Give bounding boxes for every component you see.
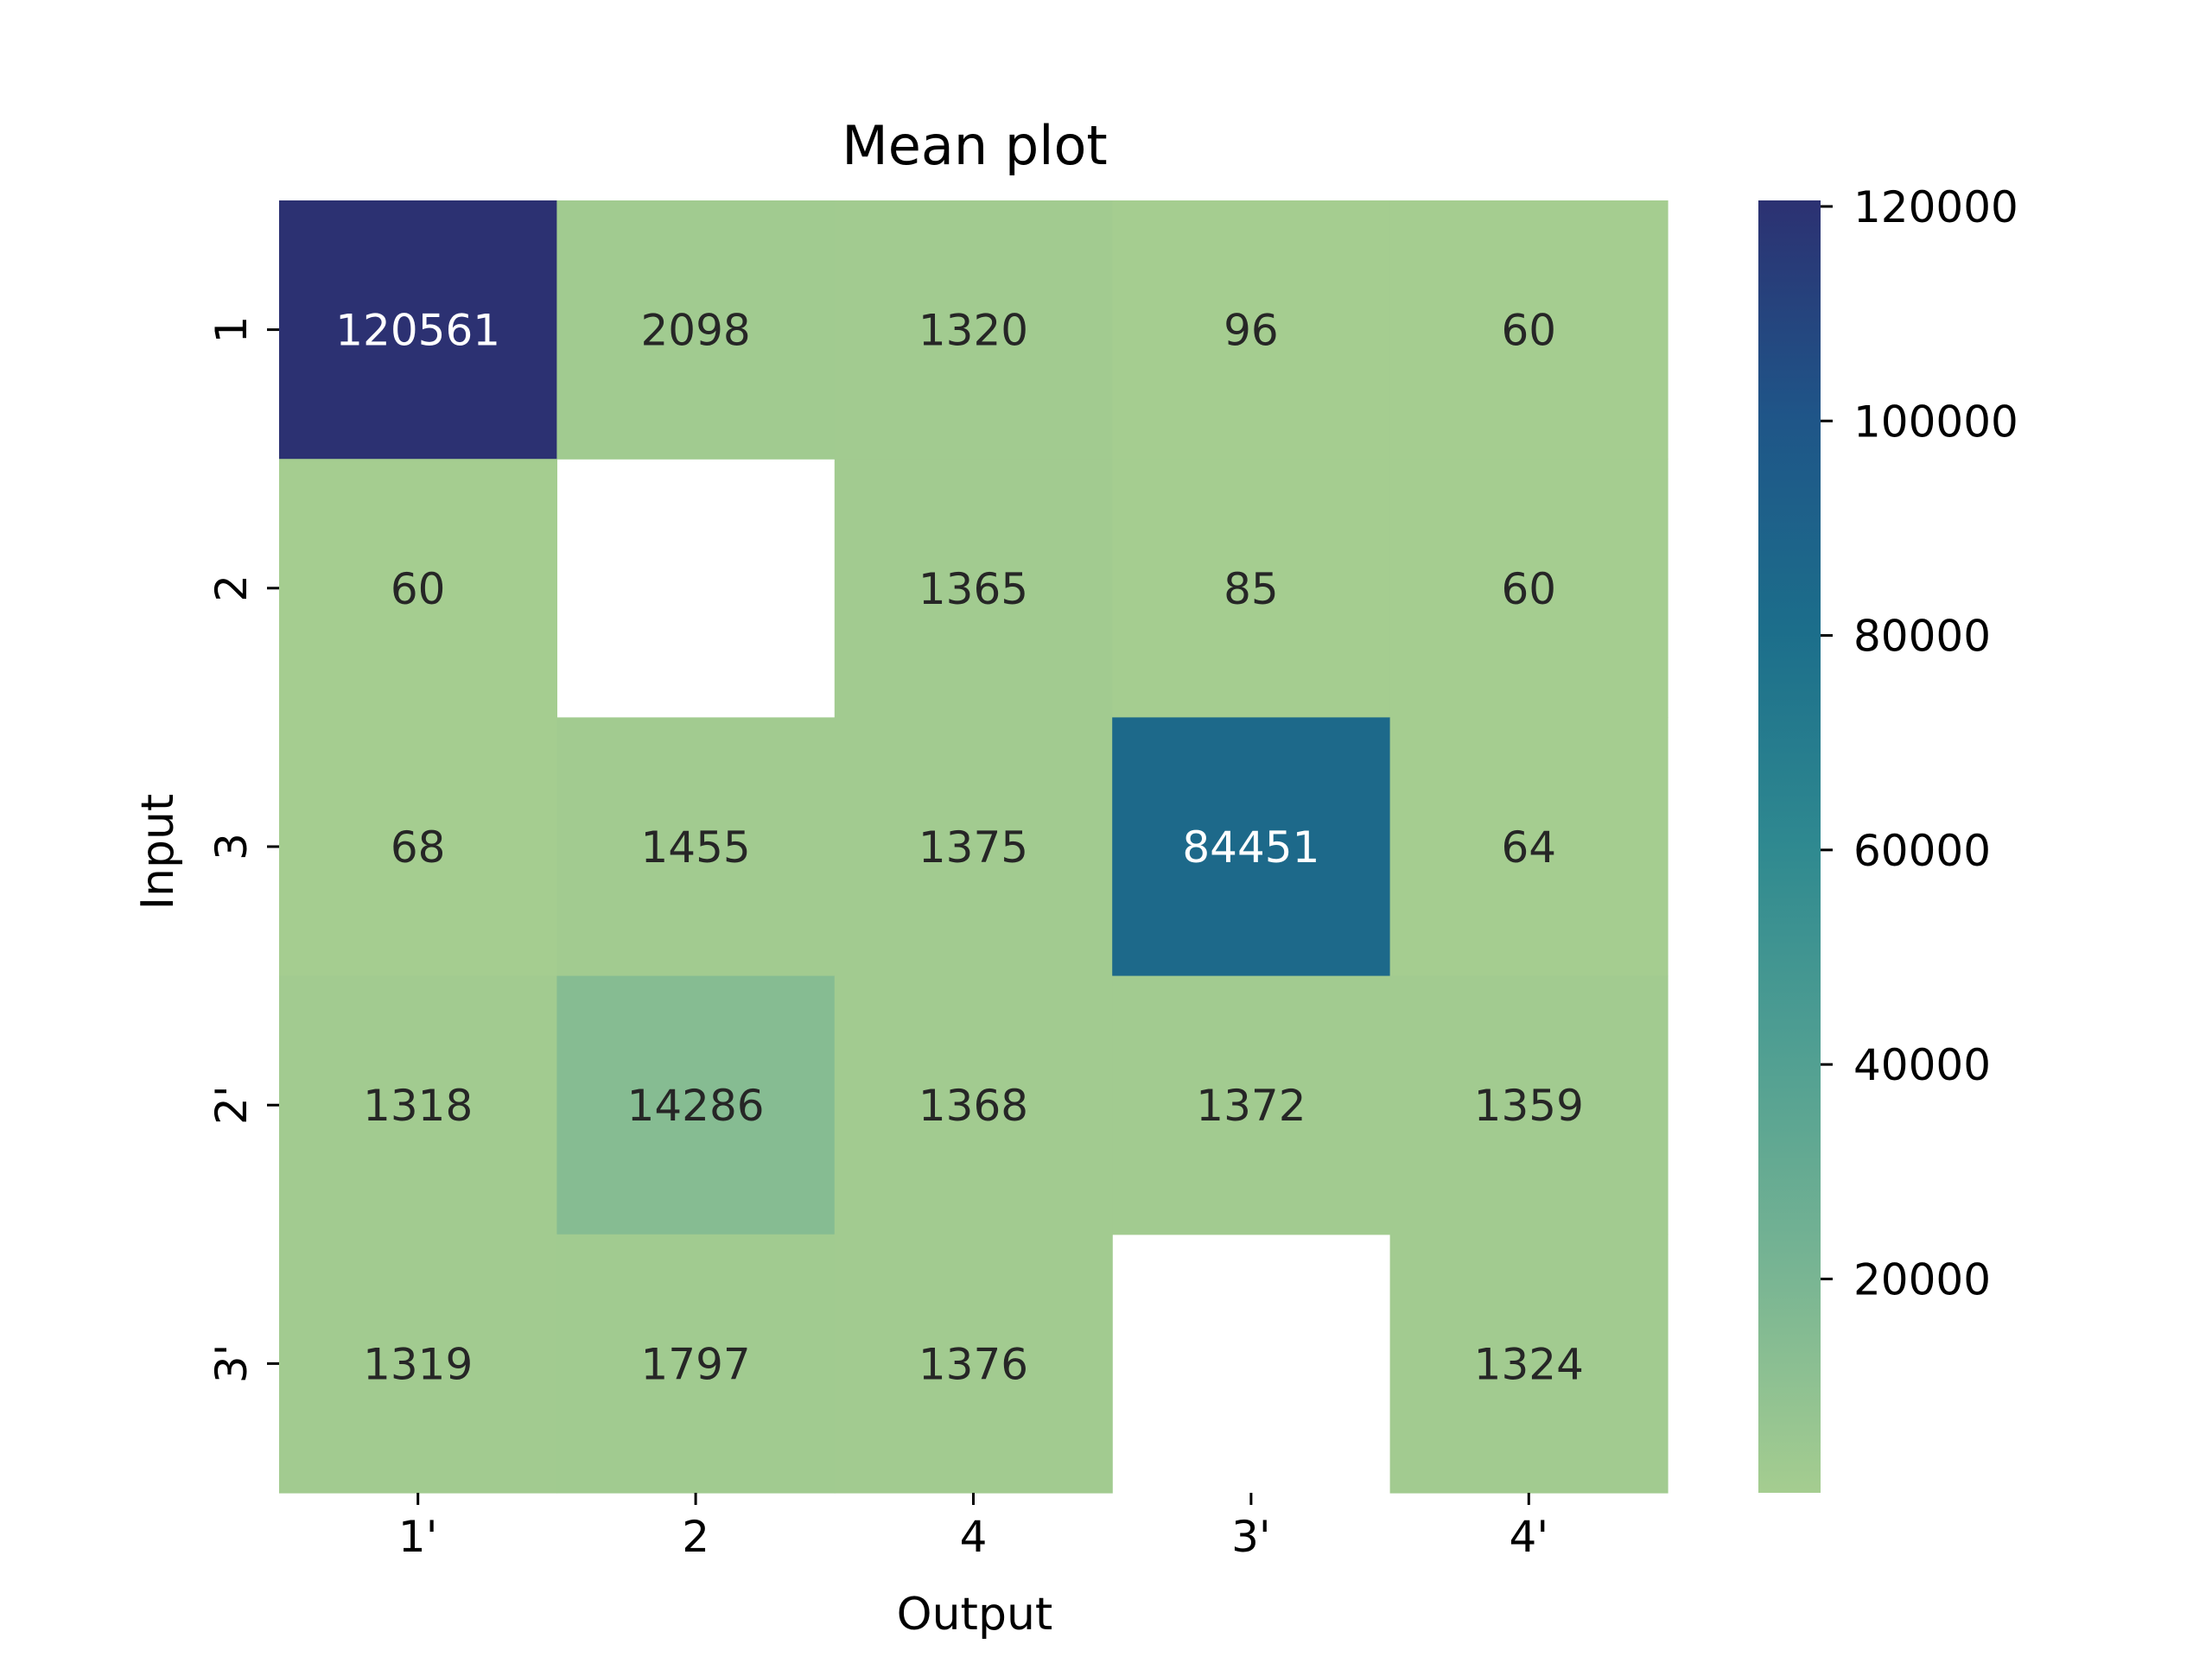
y-axis-label: Input <box>132 794 184 911</box>
cell-annotation: 1797 <box>640 1339 750 1389</box>
colorbar-tick-label: 20000 <box>1853 1254 1991 1304</box>
cell-annotation: 2098 <box>640 306 750 356</box>
cell-annotation: 60 <box>1501 564 1556 614</box>
heatmap-cell <box>556 200 836 460</box>
heatmap-cell <box>1389 1234 1669 1494</box>
cell-annotation: 84451 <box>1182 822 1319 873</box>
cell-annotation: 1318 <box>363 1081 473 1131</box>
heatmap-cell <box>1389 717 1669 977</box>
cell-annotation: 64 <box>1501 822 1556 873</box>
cell-annotation: 96 <box>1224 306 1279 356</box>
heatmap-cell <box>834 200 1113 460</box>
colorbar-tick-label: 120000 <box>1853 182 2018 232</box>
y-tick-label: 3' <box>207 1344 257 1384</box>
x-tick-label: 1' <box>398 1512 438 1562</box>
cell-annotation: 1319 <box>363 1339 473 1389</box>
colorbar-gradient <box>1758 200 1821 1493</box>
heatmap-cell <box>1112 975 1391 1235</box>
cell-annotations: 120561 2098 1320 96 60 60 1365 85 60 68 1455 1375 84… <box>335 306 1584 1390</box>
heatmap-cell <box>556 975 836 1235</box>
heatmap-cell <box>834 975 1113 1235</box>
cell-annotation: 60 <box>1501 306 1556 356</box>
heatmap-cell <box>1112 717 1391 977</box>
cell-annotation: 1375 <box>918 822 1028 873</box>
chart-title: Mean plot <box>842 114 1107 177</box>
y-axis: 1 2 3 2' 3' <box>207 316 279 1383</box>
heatmap-cell <box>1112 200 1391 460</box>
heatmap-cells <box>279 200 1669 1494</box>
heatmap-cell <box>1389 459 1669 718</box>
cell-annotation: 1372 <box>1196 1081 1306 1131</box>
y-tick-label: 3 <box>207 833 257 860</box>
x-tick-label: 4' <box>1510 1512 1549 1562</box>
heatmap-cell <box>834 459 1113 718</box>
y-tick-label: 2' <box>207 1085 257 1125</box>
colorbar-tick-label: 80000 <box>1853 612 1991 662</box>
y-tick-label: 1 <box>207 316 257 344</box>
heatmap-cell <box>834 717 1113 977</box>
x-tick-label: 2 <box>682 1512 709 1562</box>
cell-annotation: 85 <box>1224 564 1279 614</box>
cell-annotation: 1365 <box>918 564 1028 614</box>
heatmap-cell <box>279 717 557 977</box>
heatmap-cell <box>556 717 836 977</box>
cell-annotation: 1359 <box>1474 1081 1584 1131</box>
cell-annotation: 1324 <box>1474 1339 1584 1389</box>
colorbar: 20000 40000 60000 80000 100000 120000 <box>1758 182 2018 1493</box>
y-tick-label: 2 <box>207 574 257 602</box>
colorbar-tick-label: 60000 <box>1853 826 1991 876</box>
cell-annotation: 1320 <box>918 306 1028 356</box>
x-tick-label: 3' <box>1231 1512 1271 1562</box>
heatmap-cell <box>1112 459 1391 718</box>
cell-annotation: 14286 <box>627 1081 765 1131</box>
cell-annotation: 1368 <box>918 1081 1028 1131</box>
heatmap-cell <box>279 200 557 460</box>
heatmap-cell <box>1389 975 1669 1235</box>
x-tick-label: 4 <box>960 1512 988 1562</box>
heatmap-cell <box>279 459 557 718</box>
x-axis: 1' 2 4 3' 4' <box>398 1493 1548 1562</box>
heatmap-cell <box>556 1234 836 1494</box>
heatmap-cell <box>279 975 557 1235</box>
cell-annotation: 60 <box>391 564 446 614</box>
heatmap-cell <box>834 1234 1113 1494</box>
cell-annotation: 120561 <box>335 306 500 356</box>
cell-annotation: 68 <box>391 822 446 873</box>
x-axis-label: Output <box>897 1589 1053 1641</box>
heatmap-cell <box>1389 200 1669 460</box>
colorbar-tick-label: 100000 <box>1853 397 2018 447</box>
colorbar-tick-label: 40000 <box>1853 1040 1991 1090</box>
cell-annotation: 1455 <box>640 822 750 873</box>
heatmap-cell <box>279 1234 557 1494</box>
cell-annotation: 1376 <box>918 1339 1028 1389</box>
